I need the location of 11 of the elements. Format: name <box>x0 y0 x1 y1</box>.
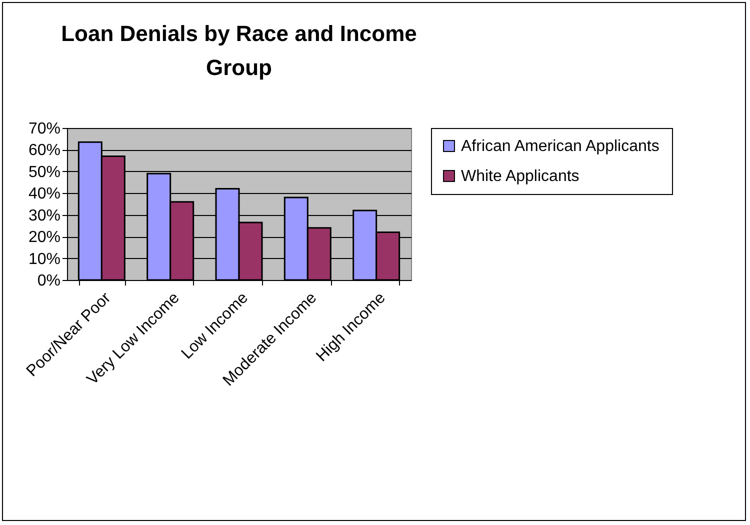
y-tick-label: 20% <box>28 229 60 246</box>
y-tick-label: 10% <box>28 250 60 268</box>
y-tick-label: 60% <box>28 142 60 160</box>
y-tick-label: 0% <box>37 272 60 290</box>
legend-label: African American Applicants <box>461 138 660 155</box>
y-tick-label: 30% <box>28 207 60 224</box>
chart-title: Loan Denials by Race and Income Group <box>61 21 417 80</box>
y-tick-label: 40% <box>28 186 60 203</box>
y-tick-label: 50% <box>28 164 60 181</box>
legend-label: White Applicants <box>461 168 580 185</box>
y-tick-label: 70% <box>28 120 60 138</box>
